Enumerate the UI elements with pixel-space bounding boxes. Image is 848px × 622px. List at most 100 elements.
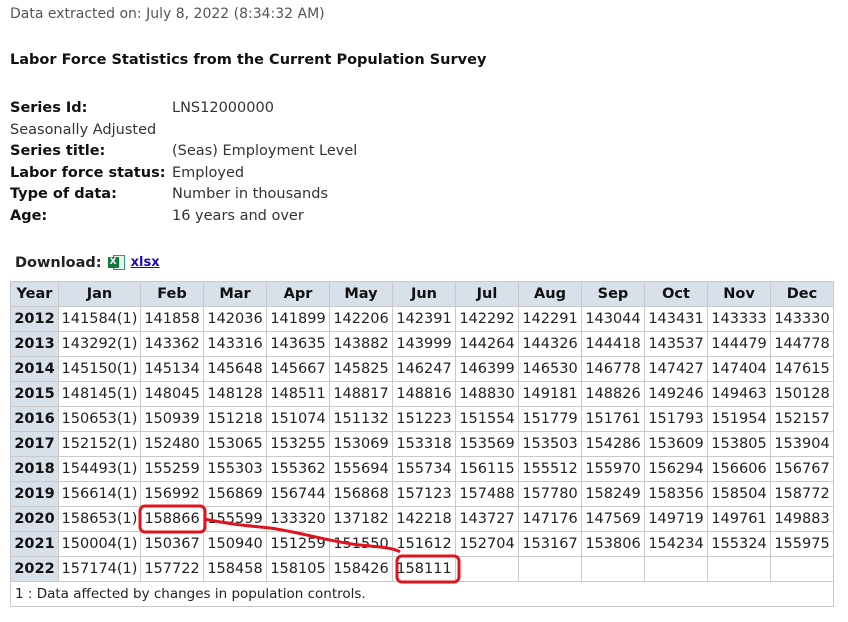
table-row: 2013 143292(1) 143362 143316 143635 143882 143… <box>10 331 834 357</box>
year-cell: 2018 <box>10 456 59 482</box>
table-cell: 146247 <box>392 356 456 382</box>
table-cell: 143333 <box>707 306 771 332</box>
table-cell <box>455 556 519 582</box>
table-cell: 144264 <box>455 331 519 357</box>
xlsx-download-link[interactable]: xlsx <box>130 255 160 270</box>
column-header-jul: Jul <box>455 281 519 307</box>
table-cell: 155694 <box>329 456 393 482</box>
table-cell: 151779 <box>518 406 582 432</box>
table-cell: 156869 <box>203 481 267 507</box>
table-row: 2018 154493(1) 155259 155303 155362 155694 155… <box>10 456 834 482</box>
table-cell: 147176 <box>518 506 582 532</box>
series-id-row: Series Id: LNS12000000 <box>10 98 357 120</box>
age-label: Age: <box>10 207 48 224</box>
table-cell: 151761 <box>581 406 645 432</box>
download-section: Download: X xlsx <box>15 254 160 271</box>
column-header-mar: Mar <box>203 281 267 307</box>
table-cell: 155324 <box>707 531 771 557</box>
year-cell: 2020 <box>10 506 59 532</box>
table-cell: 153065 <box>203 431 267 457</box>
table-cell: 142218 <box>392 506 456 532</box>
series-id-label: Series Id: <box>10 100 88 116</box>
table-cell: 151793 <box>644 406 708 432</box>
table-cell <box>581 556 645 582</box>
table-cell: 145648 <box>203 356 267 382</box>
table-cell: 156992 <box>140 481 204 507</box>
table-cell: 143362 <box>140 331 204 357</box>
table-cell: 155734 <box>392 456 456 482</box>
table-cell: 151550 <box>329 531 393 557</box>
table-cell: 142291 <box>518 306 582 332</box>
table-cell: 153069 <box>329 431 393 457</box>
table-cell: 143537 <box>644 331 708 357</box>
table-cell: 146778 <box>581 356 645 382</box>
table-cell: 148145(1) <box>58 381 141 407</box>
table-cell: 142206 <box>329 306 393 332</box>
table-cell: 157722 <box>140 556 204 582</box>
table-cell: 143635 <box>266 331 330 357</box>
table-cell: 153318 <box>392 431 456 457</box>
table-cell: 150367 <box>140 531 204 557</box>
table-cell: 154493(1) <box>58 456 141 482</box>
table-cell: 153255 <box>266 431 330 457</box>
table-cell: 144326 <box>518 331 582 357</box>
table-cell: 156294 <box>644 456 708 482</box>
series-id-value: LNS12000000 <box>172 100 274 116</box>
table-cell <box>707 556 771 582</box>
table-cell: 148045 <box>140 381 204 407</box>
column-header-jan: Jan <box>58 281 141 307</box>
year-cell: 2016 <box>10 406 59 432</box>
table-cell: 151259 <box>266 531 330 557</box>
table-cell: 149181 <box>518 381 582 407</box>
table-cell: 155970 <box>581 456 645 482</box>
age-row: Age: 16 years and over <box>10 206 357 228</box>
table-row: 2022 157174(1) 157722 158458 158105 158426 158… <box>10 556 834 582</box>
table-row: 2020 158653(1) 158866 155599 133320 137182 142… <box>10 506 834 532</box>
table-cell: 158866 <box>140 506 204 532</box>
table-row: 2014 145150(1) 145134 145648 145667 145825 146… <box>10 356 834 382</box>
data-type-value: Number in thousands <box>172 186 329 202</box>
table-cell: 149883 <box>770 506 834 532</box>
table-row: 2012 141584(1) 141858 142036 141899 142206 142… <box>10 306 834 332</box>
extraction-timestamp: Data extracted on: July 8, 2022 (8:34:32… <box>10 6 325 22</box>
table-cell: 158772 <box>770 481 834 507</box>
column-header-nov: Nov <box>707 281 771 307</box>
table-cell: 153805 <box>707 431 771 457</box>
table-cell: 141584(1) <box>58 306 141 332</box>
table-cell: 157174(1) <box>58 556 141 582</box>
table-cell: 150939 <box>140 406 204 432</box>
table-cell: 158426 <box>329 556 393 582</box>
table-cell: 146530 <box>518 356 582 382</box>
table-cell: 151074 <box>266 406 330 432</box>
table-cell: 150004(1) <box>58 531 141 557</box>
table-cell: 148817 <box>329 381 393 407</box>
table-cell: 149246 <box>644 381 708 407</box>
table-cell <box>770 556 834 582</box>
table-cell: 156614(1) <box>58 481 141 507</box>
table-cell: 143727 <box>455 506 519 532</box>
table-cell: 155512 <box>518 456 582 482</box>
table-cell: 156744 <box>266 481 330 507</box>
table-cell: 145134 <box>140 356 204 382</box>
table-cell: 153503 <box>518 431 582 457</box>
table-cell: 143330 <box>770 306 834 332</box>
excel-icon[interactable]: X <box>107 254 125 271</box>
table-cell: 150128 <box>770 381 834 407</box>
table-cell <box>644 556 708 582</box>
seasonal-adjustment: Seasonally Adjusted <box>10 121 157 138</box>
table-header-row: Year Jan Feb Mar Apr May Jun Jul Aug Sep Oct Nov Dec <box>10 281 834 307</box>
column-header-may: May <box>329 281 393 307</box>
year-cell: 2017 <box>10 431 59 457</box>
table-cell: 151218 <box>203 406 267 432</box>
series-title-value: (Seas) Employment Level <box>172 143 358 159</box>
series-title-label: Series title: <box>10 143 106 159</box>
table-row: 2016 150653(1) 150939 151218 151074 151132 151… <box>10 406 834 432</box>
table-cell: 153609 <box>644 431 708 457</box>
table-cell: 157780 <box>518 481 582 507</box>
year-cell: 2012 <box>10 306 59 332</box>
table-cell: 156868 <box>329 481 393 507</box>
table-cell: 153569 <box>455 431 519 457</box>
column-header-jun: Jun <box>392 281 456 307</box>
table-cell: 142391 <box>392 306 456 332</box>
table-cell: 144479 <box>707 331 771 357</box>
